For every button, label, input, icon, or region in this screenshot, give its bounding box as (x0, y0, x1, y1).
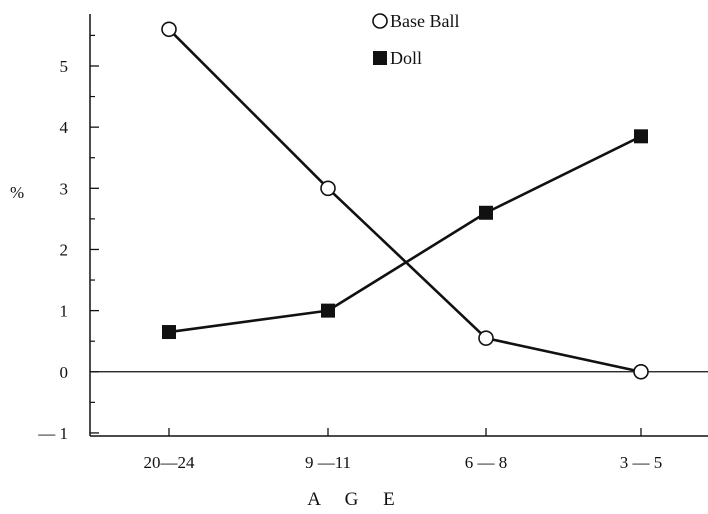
data-point-base-ball (161, 21, 177, 38)
tick-marks (90, 34, 642, 436)
data-point-doll (321, 303, 335, 318)
data-point-base-ball (633, 363, 649, 380)
series-lines (168, 28, 642, 374)
tick-labels: — 1 0 1 2 3 4 5 20—24 9 —11 6 — 8 3 — 5 (37, 57, 662, 472)
x-axis-label: A G E (307, 489, 405, 510)
y-tick-label: 0 (60, 363, 69, 382)
series-line-base-ball (168, 28, 642, 374)
data-point-doll (634, 129, 648, 144)
legend: Base Ball Doll (372, 11, 460, 68)
axes (89, 14, 708, 437)
x-tick-label: 20—24 (144, 453, 196, 472)
y-tick-label: 3 (60, 179, 69, 198)
data-point-doll (479, 205, 493, 220)
legend-marker-doll (373, 51, 387, 65)
y-tick-label: 2 (60, 240, 69, 259)
y-tick-label: 4 (60, 118, 69, 137)
data-point-doll (162, 325, 176, 340)
y-axis-label: % (10, 183, 24, 202)
y-tick-label: 5 (60, 57, 69, 76)
data-markers (161, 21, 649, 380)
x-tick-label: 9 —11 (305, 453, 351, 472)
data-point-base-ball (478, 330, 494, 346)
y-tick-label: — 1 (37, 424, 68, 443)
x-tick-label: 3 — 5 (620, 453, 663, 472)
legend-label-base-ball: Base Ball (390, 11, 460, 31)
x-tick-label: 6 — 8 (465, 453, 508, 472)
legend-label-doll: Doll (390, 48, 422, 68)
legend-marker-base-ball (372, 13, 388, 29)
data-point-base-ball (320, 180, 336, 197)
y-tick-label: 1 (60, 302, 69, 321)
series-line-doll (168, 135, 642, 334)
